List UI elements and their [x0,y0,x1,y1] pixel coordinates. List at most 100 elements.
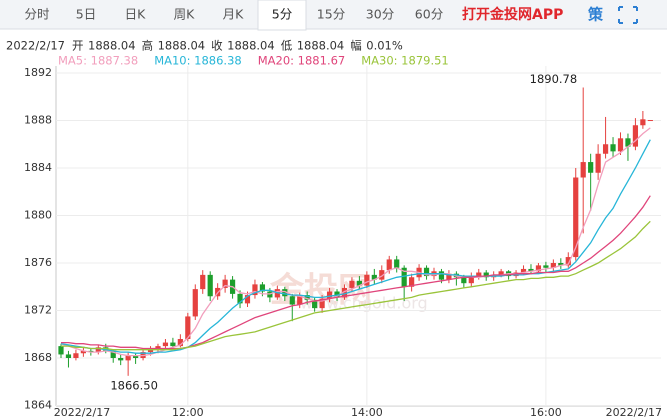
candle-body [580,162,586,178]
tab[interactable]: 5日 [76,7,96,22]
y-tick-label: 1872 [24,304,52,317]
candle-body [461,277,467,284]
info-value: 1888.04 [158,39,206,53]
candle-body [170,342,176,347]
x-tick-label: 2022/2/17 [606,406,662,419]
y-tick-label: 1888 [24,114,52,127]
candle-body [80,350,86,354]
tab[interactable]: 日K [125,7,147,22]
candle-body [588,162,594,173]
candle-body [595,153,601,173]
info-value: 0.01% [366,39,403,53]
y-tick-label: 1892 [24,66,52,79]
info-label: 收 [211,39,223,53]
candle-body [133,355,139,358]
candle-body [65,354,72,358]
candle-body [282,289,288,297]
candle-body [244,295,251,304]
candle-body [602,144,609,154]
candle-body [200,274,206,290]
candle-body [610,144,616,152]
candle-body [409,277,415,287]
candle-body [386,259,392,271]
tab[interactable]: 15分 [317,7,345,22]
info-value: 1888.04 [297,39,345,53]
fullscreen-icon[interactable] [618,6,638,24]
candle-body [379,270,385,280]
candle-body [237,293,243,304]
tab-selected-bg [257,0,307,31]
y-tick-label: 1880 [24,209,52,222]
candle-body [498,271,504,275]
candle-body [394,259,400,268]
y-tick-label: 1868 [24,351,52,364]
tab[interactable]: 30分 [366,7,394,22]
candle-body [364,274,370,286]
candle-body [423,267,430,277]
candle-body [550,263,556,268]
candle-body [401,267,407,287]
candle-body [326,291,333,299]
legend-entry: MA20: 1881.67 [258,54,346,68]
info-label: 开 [72,39,84,53]
high-label: 1890.78 [530,72,578,86]
x-tick-label: 12:00 [172,406,204,419]
info-date: 2022/2/17 [6,39,65,53]
candle-body [162,342,169,347]
y-tick-label: 1884 [24,161,52,174]
info-label: 幅 [350,39,362,53]
candle-body [297,295,303,305]
candle-body [520,268,527,273]
tab[interactable]: 月K [223,7,245,22]
candle-body [356,280,362,286]
x-tick-label: 16:00 [530,406,562,419]
tab[interactable]: 分时 [24,7,50,22]
candle-body [312,299,318,309]
candle-body [625,138,631,147]
candle-body [483,272,489,278]
info-label: 低 [281,39,293,53]
y-tick-label: 1876 [24,256,52,269]
x-tick-label: 14:00 [351,406,383,419]
tab[interactable]: 周K [174,7,196,22]
candle-body [177,339,183,347]
candle-body [535,265,542,272]
low-label: 1866.50 [110,378,158,392]
legend-entry: MA30: 1879.51 [361,54,449,68]
candle-body [289,296,295,305]
candle-body [558,263,564,266]
ma-line [61,220,651,351]
candle-body [446,273,452,280]
candle-body [543,265,549,268]
candle-body [573,177,579,258]
candle-body [185,316,191,339]
candle-body [319,298,325,309]
candle-body [73,353,79,358]
candle-body [565,257,571,266]
candle-body [647,120,653,122]
app-link[interactable]: 打开金投网APP [462,6,563,23]
candle-body [371,274,377,280]
info-label: 高 [142,39,154,53]
candle-body [95,347,101,353]
candle-body [632,125,639,147]
candle-body [341,287,348,298]
ma-line [61,195,651,350]
candle-body [147,349,154,353]
legend-entry: MA5: 1887.38 [58,54,138,68]
candle-body [125,355,131,361]
ma-line [60,139,651,354]
y-tick-label: 1864 [24,399,52,412]
info-value: 1888.04 [88,39,136,53]
candle-body [640,119,646,126]
candle-body [207,274,213,297]
legend-entry: MA10: 1886.38 [154,54,242,68]
candle-body [349,280,355,288]
candle-body [192,289,198,317]
candle-body [528,268,534,272]
strategy-button[interactable]: 策 [587,6,604,24]
tab[interactable]: 5分 [272,7,292,22]
tab[interactable]: 60分 [415,7,443,22]
